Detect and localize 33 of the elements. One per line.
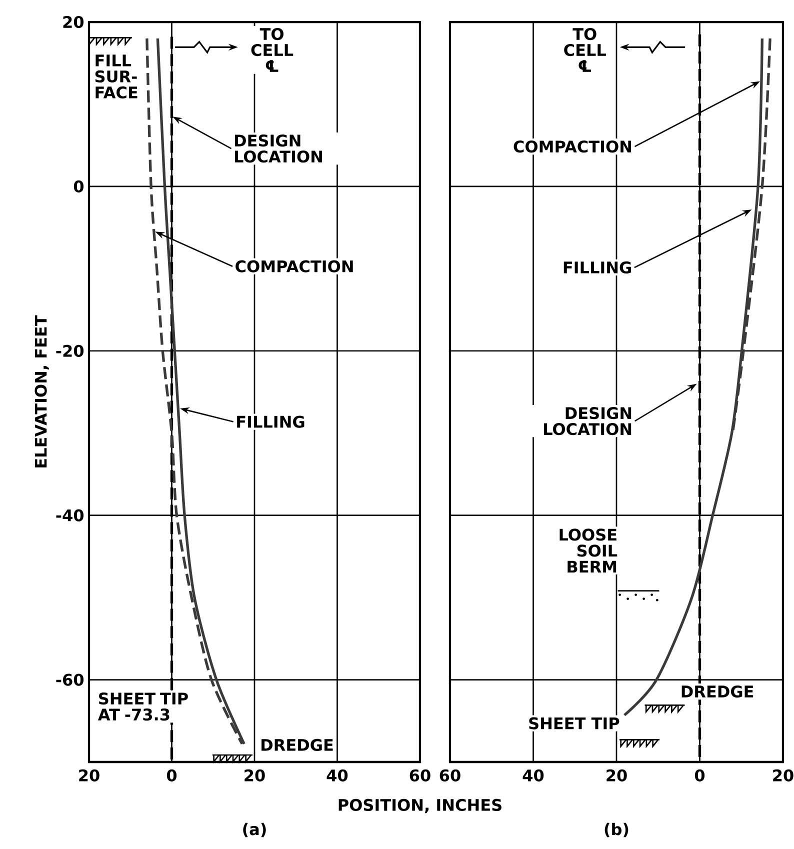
x-tick-label: 20 xyxy=(606,769,627,782)
annotation: FILLING xyxy=(237,416,304,428)
y-tick-label: 0 xyxy=(74,180,84,193)
y-tick-label: -40 xyxy=(56,509,84,522)
annotation: COMPACTION xyxy=(236,260,353,272)
x-tick-label: 60 xyxy=(440,769,460,782)
y-axis-title: ELEVATION, FEET xyxy=(34,315,49,468)
x-tick-label: 60 xyxy=(410,769,430,782)
annotation: DESIGN LOCATION xyxy=(544,407,632,436)
x-tick-label: 20 xyxy=(773,769,794,782)
annotation: SHEET TIP AT -73.3 xyxy=(98,692,188,721)
x-tick-label: 20 xyxy=(244,769,265,782)
y-tick-label: 20 xyxy=(63,16,84,28)
x-tick-label: 40 xyxy=(326,769,348,782)
text: (a) xyxy=(243,822,266,838)
y-tick-label: -20 xyxy=(56,344,84,357)
x-tick-label: 40 xyxy=(522,769,544,782)
annotation: DREDGE xyxy=(682,685,754,698)
y-tick-label: -60 xyxy=(56,674,84,686)
x-axis-title: POSITION, INCHES xyxy=(338,798,502,814)
annotation: SHEET TIP xyxy=(529,717,620,730)
annotation: TO CELL ℄ xyxy=(564,28,606,72)
annotation: TO CELL ℄ xyxy=(251,28,294,72)
annotation: FILLING xyxy=(564,261,631,274)
text: (b) xyxy=(604,822,628,838)
annotation: DREDGE xyxy=(262,738,333,752)
x-tick-label: 20 xyxy=(79,769,100,782)
annotation: COMPACTION xyxy=(514,140,632,153)
annotation: FILL SUR-FACE xyxy=(95,54,138,99)
annotation: DESIGN LOCATION xyxy=(234,134,322,163)
x-tick-label: 0 xyxy=(166,769,177,782)
annotation: LOOSE SOIL BERM xyxy=(560,528,618,573)
x-tick-label: 0 xyxy=(694,769,705,782)
